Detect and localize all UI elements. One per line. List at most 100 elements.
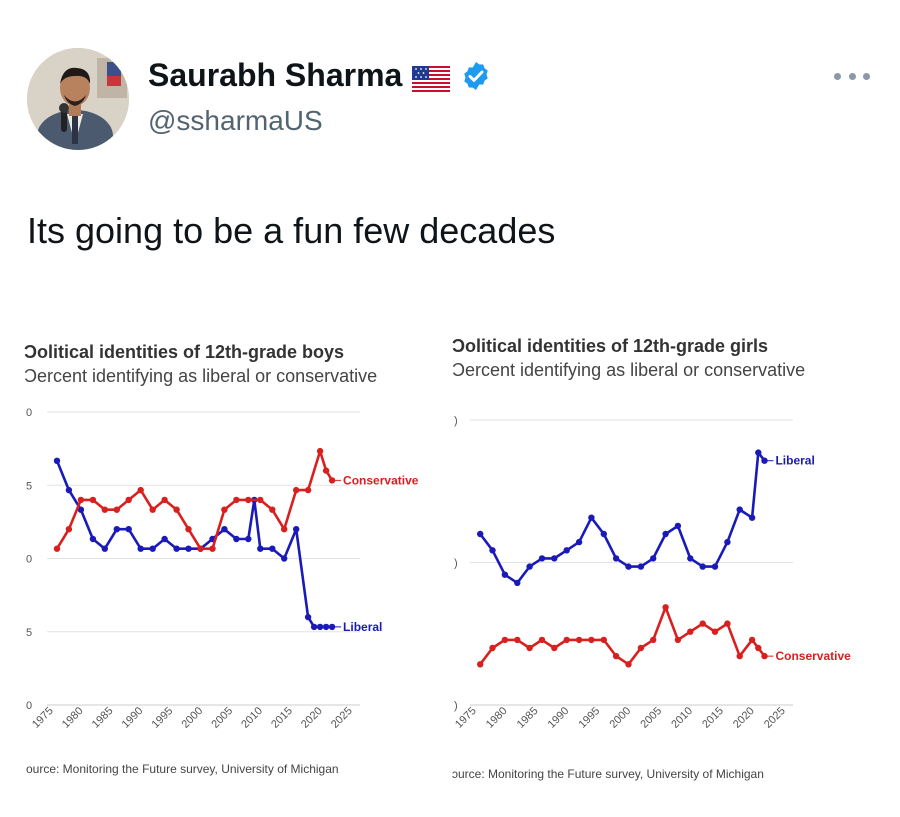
y-tick-label: 5 bbox=[26, 480, 32, 492]
author-handle[interactable]: @ssharmaUS bbox=[148, 105, 323, 136]
data-point-conservative bbox=[125, 496, 132, 504]
data-point-liberal bbox=[293, 526, 300, 533]
series-line-conservative bbox=[55, 449, 334, 550]
data-point-conservative bbox=[221, 506, 228, 513]
data-point-liberal bbox=[674, 522, 682, 530]
data-point-conservative bbox=[281, 526, 288, 533]
data-point-conservative bbox=[761, 652, 768, 660]
data-point-conservative bbox=[711, 628, 719, 635]
data-point-liberal bbox=[316, 623, 324, 631]
data-point-liberal bbox=[477, 530, 484, 538]
x-tick-label: 2025 bbox=[329, 705, 355, 731]
data-point-liberal bbox=[761, 457, 768, 464]
data-point-conservative bbox=[551, 644, 558, 652]
data-point-liberal bbox=[588, 514, 595, 521]
data-point-liberal bbox=[113, 526, 121, 533]
data-point-conservative bbox=[514, 636, 521, 644]
data-point-conservative bbox=[233, 496, 240, 504]
x-tick-label: 1975 bbox=[30, 705, 56, 731]
x-tick-label: 2000 bbox=[179, 705, 205, 731]
x-tick-label: 2005 bbox=[209, 705, 235, 731]
data-point-liberal bbox=[310, 623, 318, 631]
us-flag-icon bbox=[412, 63, 451, 92]
series-label-liberal: Liberal bbox=[775, 454, 814, 468]
data-point-conservative bbox=[149, 506, 156, 513]
data-point-liberal bbox=[514, 579, 521, 587]
data-point-liberal bbox=[489, 547, 496, 554]
data-point-conservative bbox=[245, 496, 252, 504]
data-point-liberal bbox=[137, 545, 144, 552]
data-point-conservative bbox=[724, 620, 731, 627]
data-point-conservative bbox=[316, 447, 324, 455]
data-point-liberal bbox=[600, 530, 607, 538]
series-line-conservative bbox=[479, 606, 766, 666]
x-tick-label: 2010 bbox=[239, 705, 265, 731]
data-point-conservative bbox=[662, 604, 669, 611]
data-point-liberal bbox=[281, 555, 288, 562]
data-point-conservative bbox=[501, 636, 509, 644]
more-options-icon[interactable] bbox=[834, 66, 870, 86]
data-point-conservative bbox=[185, 526, 192, 533]
dot bbox=[834, 72, 841, 80]
data-point-liberal bbox=[526, 563, 533, 570]
series-label-conservative: Conservative bbox=[343, 473, 419, 487]
chart-title: Ɔolitical identities of 12th-grade girls bbox=[452, 336, 768, 356]
chart-source: ource: Monitoring the Future survey, Uni… bbox=[26, 762, 339, 776]
data-point-conservative bbox=[588, 636, 595, 644]
data-point-conservative bbox=[687, 628, 694, 635]
x-tick-label: 1990 bbox=[546, 705, 572, 731]
data-point-liberal bbox=[233, 535, 240, 543]
data-point-liberal bbox=[551, 555, 558, 562]
data-point-conservative bbox=[304, 486, 312, 494]
data-point-liberal bbox=[328, 623, 336, 631]
data-point-liberal bbox=[755, 449, 762, 456]
data-point-conservative bbox=[322, 467, 330, 474]
data-point-conservative bbox=[477, 661, 484, 668]
data-point-liberal bbox=[322, 623, 330, 631]
data-point-liberal bbox=[89, 535, 97, 543]
verified-badge-icon bbox=[460, 60, 492, 92]
data-point-conservative bbox=[89, 496, 97, 504]
avatar[interactable] bbox=[27, 48, 129, 150]
series-label-liberal: Liberal bbox=[343, 620, 382, 634]
data-point-conservative bbox=[489, 644, 496, 652]
y-tick-label: ) bbox=[454, 558, 458, 570]
data-point-liberal bbox=[687, 555, 694, 562]
data-point-conservative bbox=[575, 636, 583, 644]
data-point-conservative bbox=[257, 496, 264, 504]
x-tick-label: 1985 bbox=[515, 705, 541, 731]
author-name-row: Saurabh Sharma bbox=[148, 57, 492, 94]
data-point-liberal bbox=[245, 535, 252, 543]
data-point-liberal bbox=[501, 571, 509, 578]
data-point-liberal bbox=[173, 545, 180, 552]
data-point-liberal bbox=[125, 526, 132, 533]
data-point-conservative bbox=[269, 506, 276, 513]
data-point-liberal bbox=[149, 545, 156, 552]
y-tick-label: 0 bbox=[26, 554, 32, 566]
chart-girls[interactable]: Ɔolitical identities of 12th-grade girls… bbox=[448, 330, 880, 790]
data-point-conservative bbox=[328, 477, 336, 484]
data-point-conservative bbox=[600, 636, 607, 644]
data-point-liberal bbox=[699, 563, 706, 570]
dot bbox=[863, 72, 870, 80]
data-point-conservative bbox=[526, 644, 533, 652]
data-point-conservative bbox=[674, 636, 682, 644]
data-point-liberal bbox=[538, 555, 546, 562]
chart-subtitle: Ɔercent identifying as liberal or conser… bbox=[452, 360, 805, 380]
data-point-conservative bbox=[699, 620, 706, 627]
data-point-conservative bbox=[612, 652, 620, 660]
x-tick-label: 1990 bbox=[120, 705, 146, 731]
data-point-conservative bbox=[538, 636, 546, 644]
data-point-conservative bbox=[113, 506, 121, 513]
x-tick-label: 2025 bbox=[762, 705, 788, 731]
data-point-conservative bbox=[755, 644, 762, 652]
x-tick-label: 1995 bbox=[577, 705, 603, 731]
data-point-conservative bbox=[77, 496, 85, 504]
dot bbox=[848, 72, 856, 80]
author-name[interactable]: Saurabh Sharma bbox=[148, 57, 403, 93]
chart-boys[interactable]: Ɔolitical identities of 12th-grade boys … bbox=[20, 330, 440, 790]
data-point-conservative bbox=[563, 636, 570, 644]
data-point-conservative bbox=[197, 545, 204, 552]
series-label-conservative: Conservative bbox=[775, 649, 851, 663]
data-point-conservative bbox=[161, 496, 168, 504]
